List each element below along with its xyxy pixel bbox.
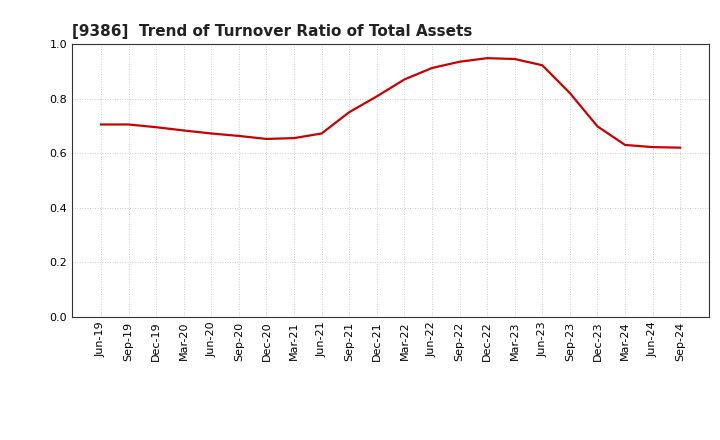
Text: [9386]  Trend of Turnover Ratio of Total Assets: [9386] Trend of Turnover Ratio of Total …: [72, 24, 472, 39]
